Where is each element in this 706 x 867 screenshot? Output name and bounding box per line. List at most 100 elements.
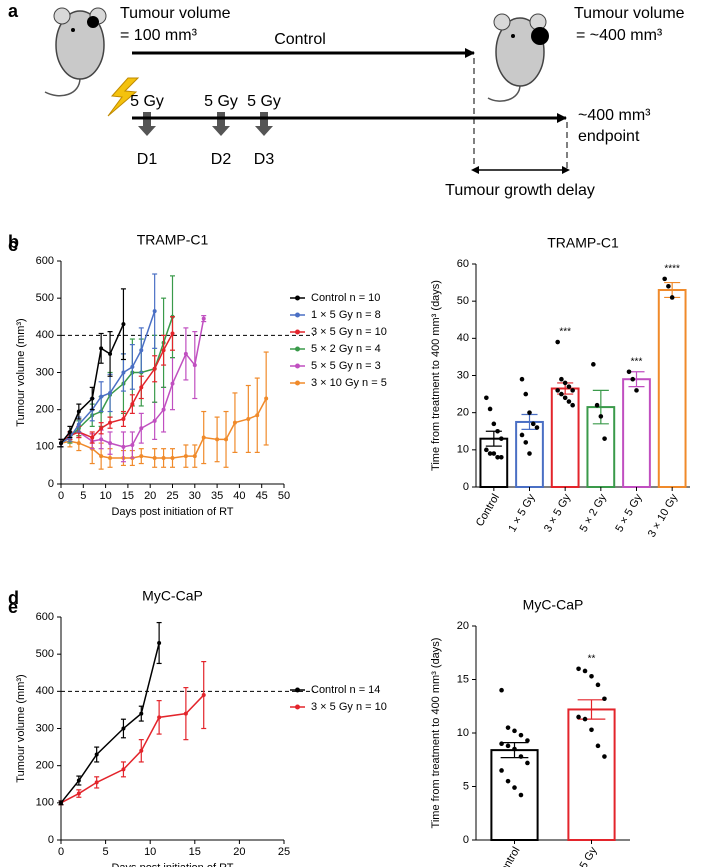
- data-point: [559, 391, 564, 397]
- data-point: [630, 376, 636, 382]
- label: 5 Gy: [204, 93, 238, 110]
- radiation-icon: [107, 77, 140, 117]
- data-point: [512, 746, 517, 752]
- data-point: [527, 410, 532, 415]
- data-point: [157, 641, 162, 646]
- significance-label: ****: [664, 264, 680, 275]
- bar: [622, 378, 651, 489]
- mouse-icon: [44, 7, 107, 97]
- data-point: [491, 421, 497, 427]
- data-point: [525, 760, 530, 766]
- label: Control: [274, 31, 326, 48]
- y-tick-label: 300: [36, 366, 54, 378]
- y-tick-label: 20: [457, 620, 469, 632]
- data-point: [76, 409, 81, 414]
- data-point: [152, 455, 157, 460]
- data-point: [90, 396, 95, 401]
- legend-label: 1 × 5 Gy n = 8: [311, 309, 381, 321]
- panel-letter: c: [8, 235, 18, 255]
- data-point: [518, 792, 524, 798]
- data-point: [170, 331, 175, 336]
- arrow: [255, 112, 273, 136]
- panel-letter: e: [8, 597, 18, 617]
- legend-swatch: [295, 295, 300, 301]
- x-tick-label: 5 × 2 Gy: [578, 492, 610, 535]
- y-tick-label: 10: [457, 727, 469, 739]
- label: Tumour volume: [120, 5, 231, 22]
- data-point: [595, 682, 601, 688]
- legend-swatch: [295, 687, 300, 693]
- x-tick-label: 0: [58, 490, 64, 502]
- data-point: [530, 421, 536, 427]
- y-tick-label: 500: [36, 292, 54, 304]
- data-point: [255, 413, 260, 418]
- x-tick-label: 5 × 5 Gy: [613, 492, 645, 535]
- bar: [550, 387, 580, 488]
- data-point: [183, 711, 188, 716]
- label: Tumour growth delay: [445, 182, 595, 199]
- schematic: a Tumour volume = 100 mm³ Control Tumour…: [8, 1, 685, 199]
- data-point: [161, 407, 166, 412]
- data-point: [523, 391, 529, 397]
- legend-label: 3 × 5 Gy n = 10: [311, 701, 387, 713]
- x-tick-label: 25: [278, 846, 290, 858]
- x-axis-label: Days post initiation of RT: [111, 506, 233, 518]
- data-point: [246, 416, 251, 421]
- data-point: [534, 425, 540, 430]
- significance-label: ***: [559, 327, 571, 338]
- significance-label: **: [588, 653, 596, 664]
- y-tick-label: 400: [36, 329, 54, 341]
- data-point: [130, 442, 135, 447]
- data-point: [666, 284, 671, 289]
- data-point: [76, 422, 81, 427]
- chart-title: MyC-CaP: [142, 588, 203, 604]
- data-point: [139, 454, 144, 459]
- legend-swatch: [295, 329, 300, 335]
- legend-label: 3 × 5 Gy n = 10: [311, 326, 387, 338]
- data-point: [94, 752, 99, 757]
- data-point: [76, 791, 81, 796]
- y-tick-label: 50: [457, 295, 469, 307]
- y-tick-label: 200: [36, 760, 54, 772]
- data-point: [139, 348, 144, 353]
- y-tick-label: 15: [457, 673, 469, 685]
- data-point: [108, 351, 113, 356]
- panel-letter: a: [8, 1, 19, 21]
- data-point: [170, 381, 175, 386]
- data-point: [527, 451, 532, 456]
- x-tick-label: 15: [189, 846, 201, 858]
- data-point: [99, 346, 104, 351]
- data-point: [224, 437, 229, 442]
- bar: [657, 289, 687, 488]
- data-point: [264, 396, 269, 401]
- data-point: [523, 440, 529, 445]
- x-tick-label: 35: [211, 490, 223, 502]
- data-point: [215, 437, 220, 442]
- data-point: [139, 426, 144, 431]
- x-tick-label: 20: [144, 490, 156, 502]
- data-point: [555, 388, 560, 393]
- data-point: [598, 414, 604, 419]
- data-point: [559, 376, 564, 382]
- data-point: [130, 402, 135, 407]
- data-point: [495, 454, 500, 460]
- data-point: [139, 748, 144, 753]
- legend-swatch: [295, 346, 300, 352]
- data-point: [192, 363, 197, 368]
- data-point: [59, 441, 63, 446]
- x-tick-label: 3 × 5 Gy: [542, 492, 574, 535]
- data-point: [108, 455, 113, 460]
- data-point: [67, 429, 72, 434]
- data-point: [582, 716, 588, 722]
- y-axis-label: Tumour volume (mm³): [15, 674, 27, 782]
- x-tick-label: 5: [103, 846, 109, 858]
- data-point: [570, 402, 575, 408]
- y-tick-label: 10: [457, 444, 469, 456]
- y-tick-label: 100: [36, 441, 54, 453]
- data-point: [512, 728, 517, 734]
- x-tick-label: 15: [122, 490, 134, 502]
- data-point: [595, 743, 601, 749]
- label: = ~400 mm³: [576, 27, 663, 44]
- legend-label: 5 × 2 Gy n = 4: [311, 343, 381, 355]
- x-tick-label: Control: [494, 845, 522, 867]
